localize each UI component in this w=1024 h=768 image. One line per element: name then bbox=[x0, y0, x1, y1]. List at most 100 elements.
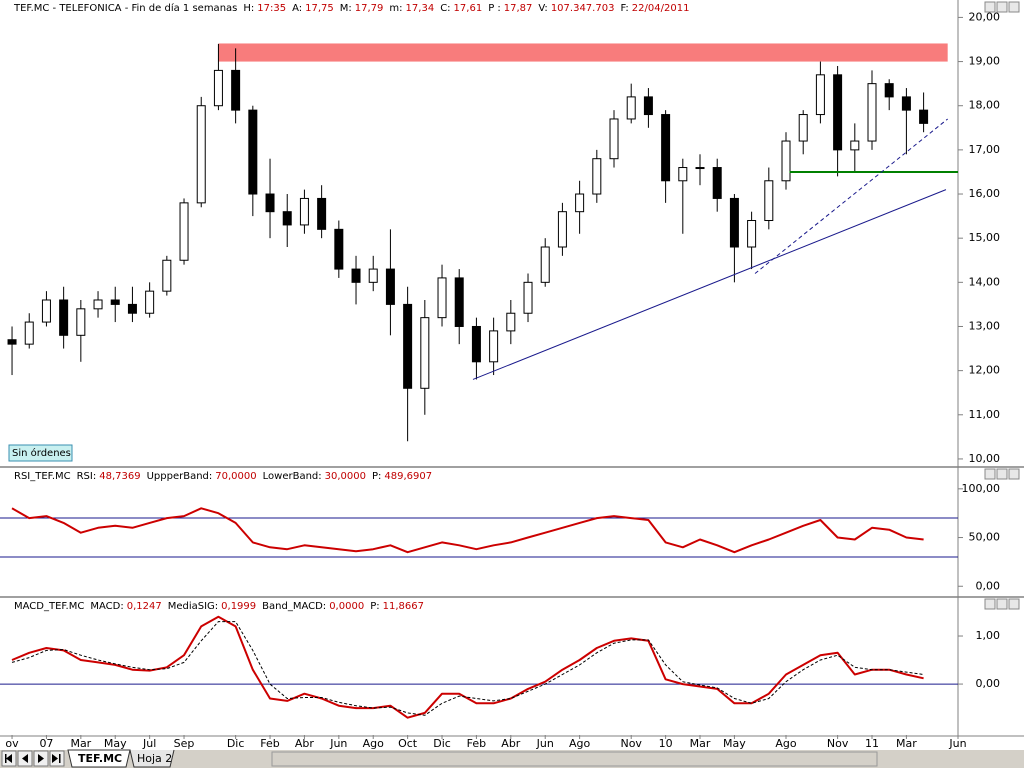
plot-area bbox=[7, 43, 958, 442]
candle-body bbox=[317, 197, 327, 230]
field-label: P: bbox=[370, 601, 379, 612]
candle-body bbox=[592, 158, 602, 195]
y-tick-label: 14,00 bbox=[969, 275, 1001, 288]
field-value: 11,8667 bbox=[383, 601, 424, 612]
icon-prev bbox=[22, 754, 28, 763]
field-value: 22/04/2011 bbox=[632, 3, 690, 14]
maximize-button[interactable] bbox=[996, 468, 1008, 480]
field-label: A: bbox=[292, 3, 302, 14]
field-label: MediaSIG: bbox=[168, 601, 218, 612]
plot-area bbox=[0, 507, 958, 558]
field-label: MACD: bbox=[90, 601, 123, 612]
y-tick-label: 15,00 bbox=[969, 231, 1001, 244]
candle-body bbox=[523, 281, 533, 314]
candle-body bbox=[901, 96, 911, 111]
x-tick-label: Feb bbox=[467, 737, 486, 750]
close-button[interactable] bbox=[1008, 1, 1020, 13]
y-tick-label: 0,00 bbox=[976, 579, 1001, 592]
scrollbar[interactable] bbox=[271, 751, 878, 767]
x-tick-label: 11 bbox=[865, 737, 879, 750]
x-tick-label: ov bbox=[5, 737, 19, 750]
close-button[interactable] bbox=[1008, 598, 1020, 610]
candle-body bbox=[368, 268, 378, 283]
candle-body bbox=[351, 268, 361, 283]
field-value: 17,87 bbox=[504, 3, 533, 14]
y-tick-label: 19,00 bbox=[969, 55, 1001, 68]
candle-body bbox=[403, 303, 413, 389]
field-label: RSI: bbox=[77, 471, 97, 482]
x-tick-label: Abr bbox=[501, 737, 521, 750]
panel-divider bbox=[0, 466, 1024, 468]
y-tick-label: 13,00 bbox=[969, 319, 1001, 332]
tab-label[interactable]: TEF.MC bbox=[78, 752, 122, 765]
candle-body bbox=[781, 140, 791, 182]
candle-body bbox=[540, 246, 550, 283]
series-line bbox=[11, 621, 924, 716]
close-button[interactable] bbox=[1008, 468, 1020, 480]
candle-body bbox=[678, 167, 688, 182]
candle-body bbox=[93, 299, 103, 310]
field-label: M: bbox=[340, 3, 352, 14]
field-label: m: bbox=[389, 3, 402, 14]
field-label: P: bbox=[372, 471, 381, 482]
x-tick-label: Feb bbox=[260, 737, 279, 750]
icon-last bbox=[52, 754, 61, 763]
field-label: Band_MACD: bbox=[262, 601, 326, 612]
y-tick-label: 100,00 bbox=[962, 482, 1001, 495]
panel: 10,00 11,00 12,00 13,00 14,00 15,00 16,00 17,00… bbox=[7, 2, 1001, 465]
minimize-button[interactable] bbox=[984, 468, 996, 480]
field-value: 70,0000 bbox=[215, 471, 256, 482]
candle-body bbox=[76, 308, 86, 336]
tab[interactable] bbox=[129, 749, 175, 768]
trend-line bbox=[754, 118, 948, 274]
candle-body bbox=[867, 83, 877, 142]
candle-body bbox=[815, 74, 825, 116]
icon-next bbox=[38, 754, 44, 763]
y-tick-label: 18,00 bbox=[969, 99, 1001, 112]
candle-body bbox=[420, 317, 430, 389]
candle-body bbox=[575, 193, 585, 213]
x-tick-label: 07 bbox=[39, 737, 53, 750]
tab-active[interactable] bbox=[67, 749, 131, 768]
candle-body bbox=[557, 211, 567, 248]
y-tick-label: 11,00 bbox=[969, 408, 1001, 421]
y-tick-label: 1,00 bbox=[976, 629, 1001, 642]
candle-body bbox=[24, 321, 34, 345]
field-value: 0,1999 bbox=[221, 601, 256, 612]
maximize-button[interactable] bbox=[996, 1, 1008, 13]
field-label: LowerBand: bbox=[263, 471, 322, 482]
field-label: UppperBand: bbox=[147, 471, 213, 482]
minimize-button[interactable] bbox=[984, 598, 996, 610]
y-tick-label: 12,00 bbox=[969, 364, 1001, 377]
candle-body bbox=[437, 277, 447, 319]
y-tick-label: 10,00 bbox=[969, 452, 1001, 465]
x-tick-label: Jun bbox=[329, 737, 347, 750]
field-value: 489,6907 bbox=[384, 471, 432, 482]
x-tick-label: May bbox=[723, 737, 746, 750]
candle-body bbox=[833, 74, 843, 151]
field-value: 48,7369 bbox=[99, 471, 140, 482]
y-tick-label: 17,00 bbox=[969, 143, 1001, 156]
candle-body bbox=[145, 290, 155, 314]
candle-body bbox=[110, 299, 120, 305]
x-tick-label: May bbox=[104, 737, 127, 750]
field-label: H: bbox=[243, 3, 254, 14]
x-tick-label: Ago bbox=[569, 737, 591, 750]
x-tick-label: Jun bbox=[948, 737, 966, 750]
candle-body bbox=[59, 299, 69, 336]
x-tick-label: Nov bbox=[620, 737, 642, 750]
panel-header: RSI_TEF.MC RSI: 48,7369 UppperBand: 70,0000 L… bbox=[14, 471, 432, 482]
minimize-button[interactable] bbox=[984, 1, 996, 13]
maximize-button[interactable] bbox=[996, 598, 1008, 610]
field-label: C: bbox=[440, 3, 450, 14]
window-buttons[interactable] bbox=[984, 1, 1020, 610]
status-box bbox=[8, 444, 73, 462]
candle-body bbox=[712, 167, 722, 199]
field-value: 17,79 bbox=[355, 3, 384, 14]
candle-body bbox=[884, 83, 894, 98]
tab-label[interactable]: Hoja 2 bbox=[137, 752, 172, 765]
panel-header: MACD_TEF.MC MACD: 0,1247 MediaSIG: 0,1999 Ban… bbox=[14, 601, 424, 612]
candle-body bbox=[41, 299, 51, 323]
candle-body bbox=[661, 114, 671, 182]
